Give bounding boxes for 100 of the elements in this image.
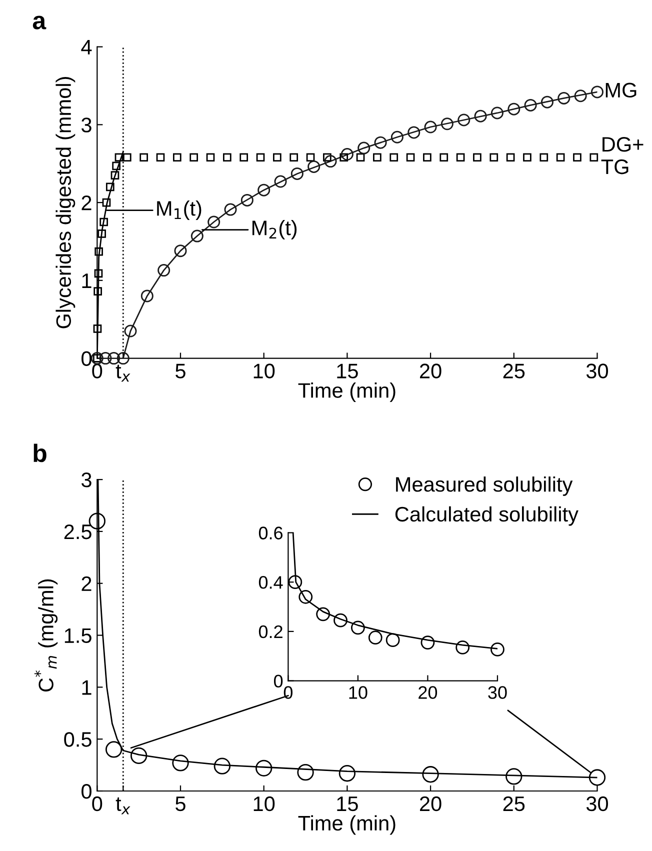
x-tick-label: 20 bbox=[418, 686, 438, 699]
point bbox=[124, 324, 137, 338]
point bbox=[424, 120, 437, 134]
point bbox=[172, 153, 182, 162]
point bbox=[114, 153, 124, 162]
x-tick-label: 15 bbox=[337, 796, 358, 812]
point bbox=[490, 106, 504, 120]
point bbox=[256, 153, 265, 162]
point bbox=[214, 758, 231, 774]
point bbox=[474, 110, 487, 122]
point bbox=[290, 167, 304, 180]
point bbox=[508, 102, 520, 116]
x-tick-label: 10 bbox=[254, 796, 275, 812]
point bbox=[406, 153, 415, 162]
x-tick-label: 0 bbox=[284, 686, 292, 699]
point bbox=[358, 142, 370, 154]
point bbox=[422, 766, 439, 783]
point bbox=[456, 153, 465, 162]
point bbox=[374, 136, 387, 149]
point bbox=[573, 153, 582, 162]
chart-title: b bbox=[34, 444, 46, 462]
x-tick-label: 25 bbox=[503, 364, 525, 378]
x-tick-label: 10 bbox=[254, 364, 275, 378]
point bbox=[106, 182, 114, 192]
point bbox=[112, 162, 120, 170]
point bbox=[158, 264, 170, 277]
point bbox=[574, 90, 587, 102]
y-tick-label: 1 bbox=[82, 680, 92, 695]
point bbox=[308, 160, 320, 173]
x-tick-label: 25 bbox=[503, 796, 525, 812]
y-tick-label: 2 bbox=[82, 576, 92, 591]
point bbox=[506, 153, 515, 162]
point bbox=[556, 153, 565, 162]
point bbox=[172, 754, 189, 772]
point bbox=[558, 92, 570, 104]
point bbox=[351, 620, 365, 635]
point bbox=[356, 153, 365, 162]
annotation: M$_{1}$(t) bbox=[157, 200, 202, 220]
x-tick-label: 15 bbox=[337, 364, 358, 378]
point bbox=[256, 760, 272, 776]
point bbox=[100, 218, 108, 226]
y-tick-label: 3 bbox=[81, 472, 92, 488]
legend-label: Measured solubility bbox=[396, 476, 573, 496]
point bbox=[390, 153, 398, 162]
y-tick-label: 4 bbox=[81, 40, 92, 54]
y-tick-label: 0.5 bbox=[64, 732, 92, 747]
x-tick-label: 30 bbox=[488, 686, 507, 699]
point bbox=[540, 96, 554, 108]
y-tick-label: 2 bbox=[82, 196, 92, 210]
point bbox=[456, 640, 470, 654]
point bbox=[440, 153, 448, 162]
point bbox=[190, 230, 204, 242]
annotation: M$_{2}$(t) bbox=[252, 220, 297, 240]
point bbox=[258, 184, 270, 196]
series-label: MG bbox=[606, 82, 636, 98]
point bbox=[408, 126, 420, 139]
point bbox=[140, 290, 154, 302]
point bbox=[458, 114, 470, 126]
point bbox=[94, 247, 103, 256]
point bbox=[208, 216, 220, 228]
point bbox=[240, 153, 248, 162]
point bbox=[386, 633, 400, 648]
x-axis-title: Time (min) bbox=[298, 815, 396, 835]
point bbox=[306, 153, 315, 162]
point bbox=[298, 590, 313, 604]
point bbox=[116, 352, 130, 365]
y-axis-title: Glycerides digested (mmol) bbox=[56, 77, 76, 328]
point bbox=[224, 203, 237, 216]
point bbox=[105, 741, 122, 758]
legend-label: Calculated solubility bbox=[395, 506, 578, 526]
point bbox=[240, 194, 254, 206]
point bbox=[94, 287, 102, 296]
series-label: DG+ TG bbox=[601, 136, 644, 174]
x-tick-label: 0 bbox=[92, 364, 102, 378]
y-tick-label: 3 bbox=[81, 118, 92, 132]
x-tick-label: t$_{x}$ bbox=[116, 364, 130, 382]
x-axis-title: Time (min) bbox=[298, 382, 396, 402]
point bbox=[190, 153, 198, 162]
point bbox=[108, 352, 120, 365]
point bbox=[490, 153, 498, 162]
point bbox=[102, 198, 111, 207]
x-tick-label: 30 bbox=[586, 796, 608, 812]
point bbox=[99, 352, 112, 365]
y-tick-label: 1 bbox=[82, 274, 92, 288]
point bbox=[156, 153, 165, 162]
x-tick-label: 30 bbox=[586, 364, 608, 378]
point bbox=[288, 575, 302, 590]
point bbox=[523, 153, 532, 162]
point bbox=[206, 153, 215, 162]
chart-title: a bbox=[32, 16, 46, 30]
point bbox=[324, 155, 337, 168]
point bbox=[524, 98, 537, 112]
point bbox=[140, 153, 148, 162]
y-axis-title: C$^{*}$$_{m}$ (mg/ml) bbox=[34, 579, 58, 692]
point bbox=[440, 118, 454, 130]
point bbox=[588, 769, 606, 786]
point bbox=[390, 130, 404, 144]
point bbox=[122, 153, 132, 162]
y-tick-label: 0.2 bbox=[258, 625, 282, 638]
y-tick-label: 0 bbox=[274, 674, 283, 688]
